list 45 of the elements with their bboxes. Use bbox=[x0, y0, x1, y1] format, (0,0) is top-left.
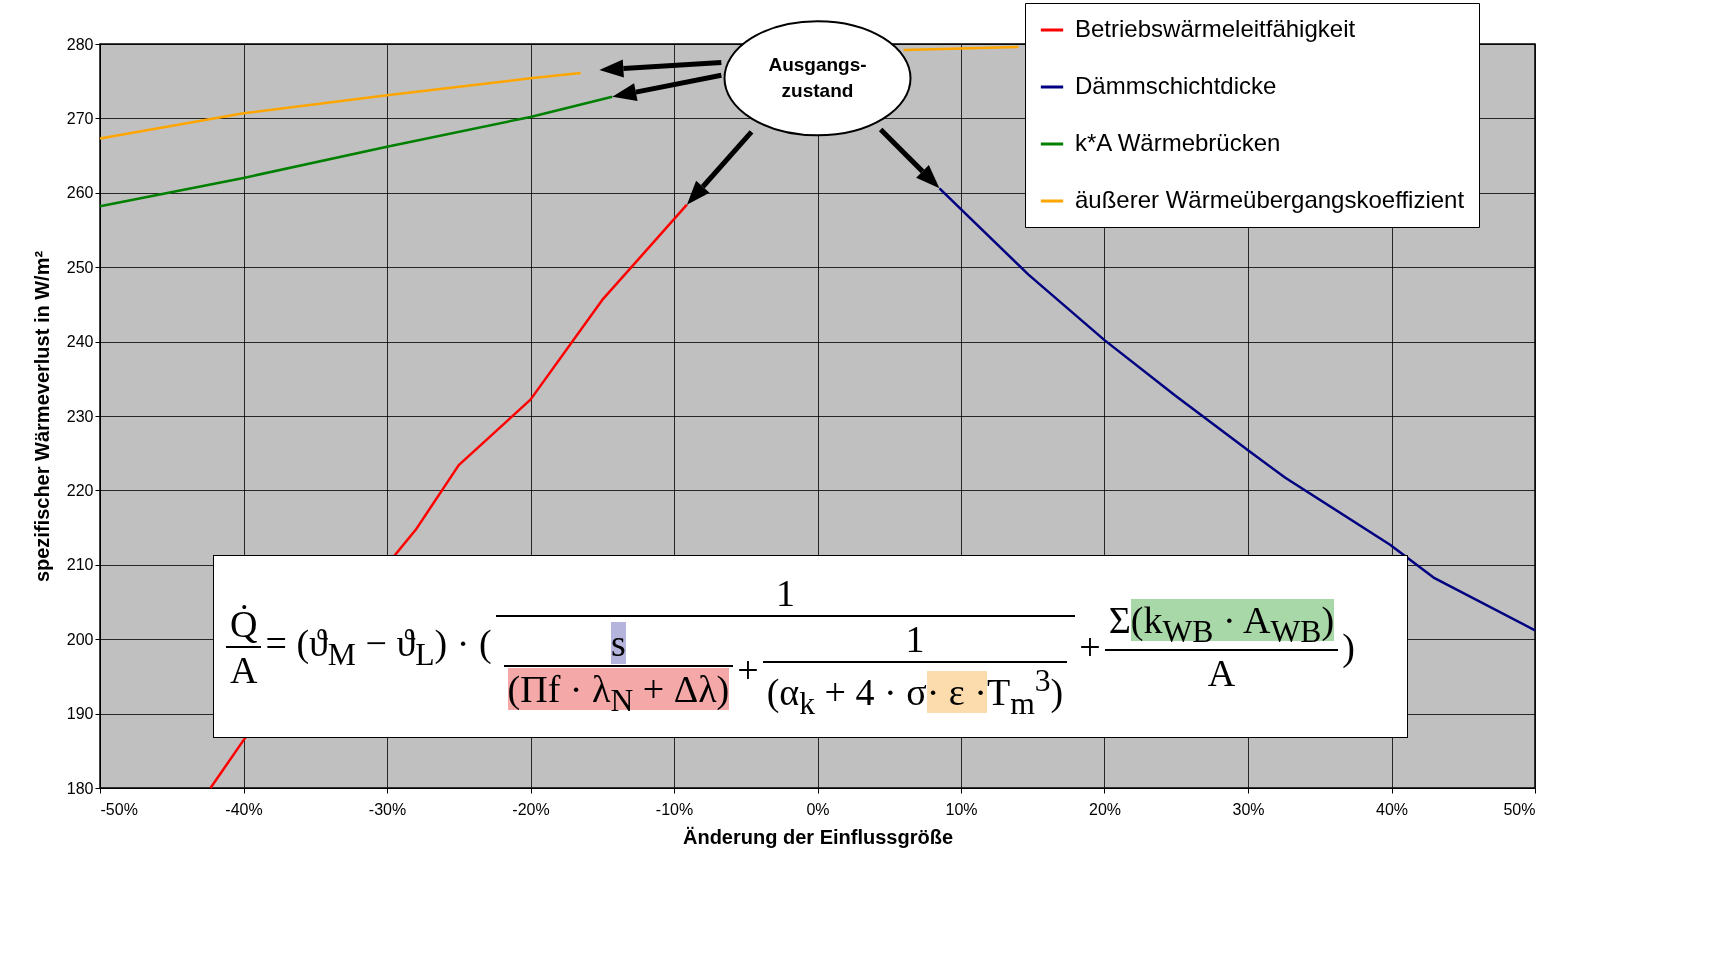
y-tick-label: 180 bbox=[66, 779, 94, 797]
annotation: 1 bbox=[775, 572, 795, 615]
x-tick-label: 0% bbox=[806, 800, 830, 818]
legend-label: k*A Wärmebrücken bbox=[1075, 129, 1281, 156]
x-tick-label: -30% bbox=[368, 800, 407, 818]
y-tick-label: 280 bbox=[66, 35, 94, 53]
legend-label: Dämmschichtdicke bbox=[1075, 72, 1277, 99]
x-tick-label: 20% bbox=[1088, 800, 1122, 818]
x-tick-label: -20% bbox=[512, 800, 550, 818]
annotation: Q̇ bbox=[230, 602, 258, 645]
annotation: A bbox=[1207, 652, 1236, 695]
annotation: = (ϑ$_{M}$ − ϑ$_{L}$) · ( bbox=[265, 620, 492, 673]
legend-label: Betriebswärmeleitfähigkeit bbox=[1075, 15, 1356, 42]
x-tick-label: -40% bbox=[225, 800, 263, 818]
annotation: + bbox=[1079, 624, 1101, 669]
y-tick-label: 260 bbox=[66, 184, 94, 202]
x-tick-label: 40% bbox=[1375, 800, 1409, 818]
y-tick-label: 270 bbox=[66, 109, 94, 127]
y-tick-label: 250 bbox=[66, 258, 94, 276]
annotation: T$_{m}$$^{3}$) bbox=[986, 663, 1064, 721]
y-tick-label: 210 bbox=[66, 556, 94, 574]
annotation: Σ bbox=[1108, 598, 1131, 641]
x-tick-label: 10% bbox=[945, 800, 978, 818]
y-axis-title: spezifischer Wärmeverlust in W/m² bbox=[30, 250, 53, 583]
y-tick-label: 220 bbox=[66, 481, 94, 499]
legend-label: äußerer Wärmeübergangskoeffizient bbox=[1075, 186, 1465, 213]
x-tick-label: -10% bbox=[655, 800, 694, 818]
annotation: + bbox=[737, 647, 759, 692]
y-tick-label: 200 bbox=[66, 630, 94, 648]
y-tick-label: 230 bbox=[66, 407, 94, 425]
x-axis-title: Änderung der Einflussgröße bbox=[682, 825, 954, 848]
y-tick-label: 190 bbox=[66, 705, 94, 723]
x-tick-label: 50% bbox=[1503, 800, 1536, 818]
annotation: s bbox=[611, 621, 626, 664]
annotation: (Πf · λ$_{N}$ + Δλ) bbox=[507, 667, 730, 718]
annotation: Ausgangs- zustand bbox=[768, 53, 867, 104]
annotation: ) bbox=[1342, 624, 1355, 669]
y-tick-label: 240 bbox=[66, 333, 94, 351]
x-tick-label: 30% bbox=[1232, 800, 1265, 818]
annotation: 1 bbox=[905, 618, 925, 661]
annotation: A bbox=[230, 648, 258, 691]
annotation: · ε · bbox=[926, 671, 987, 714]
x-tick-label: -50% bbox=[100, 800, 138, 818]
annotation: (α$_{k}$ + 4 · σ bbox=[766, 671, 927, 721]
annotation: (k$_{WB}$ · A$_{WB}$) bbox=[1130, 598, 1335, 649]
